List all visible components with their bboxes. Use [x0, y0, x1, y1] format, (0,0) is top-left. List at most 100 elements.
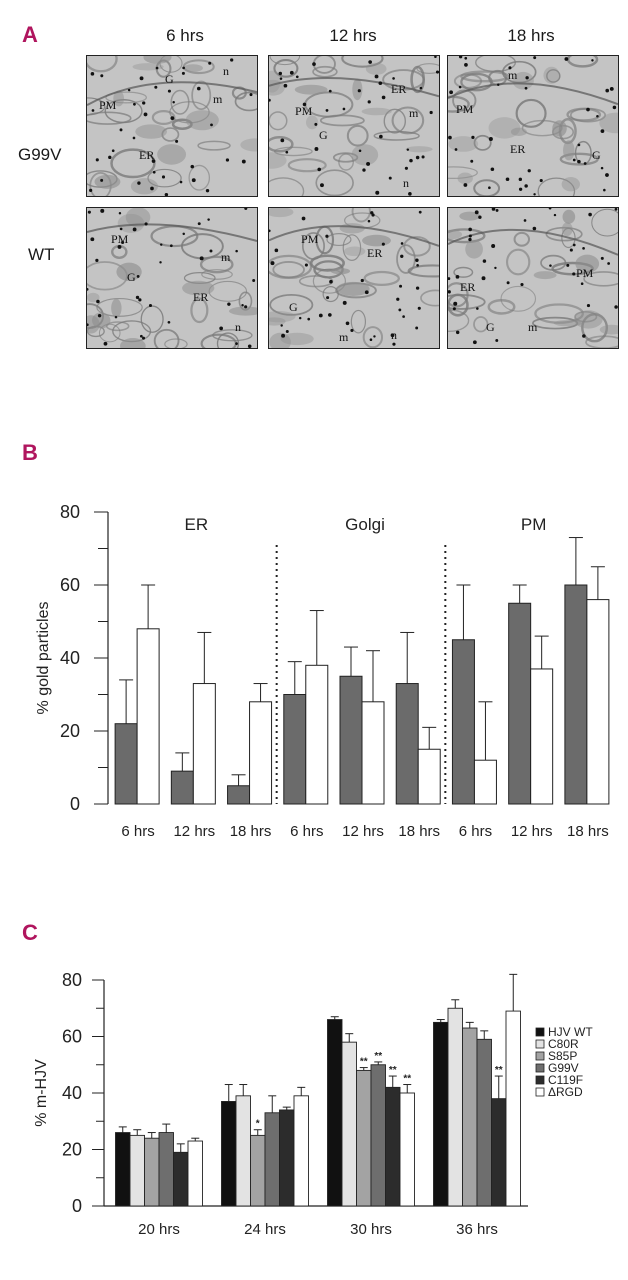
- legend-swatch: [535, 1027, 545, 1037]
- dense-region: [561, 222, 573, 237]
- gold-particle: [244, 208, 248, 210]
- gold-particle: [603, 188, 606, 192]
- bar-series-3: [370, 1064, 386, 1207]
- legend-label: G99V: [548, 1061, 579, 1075]
- gold-particle: [196, 86, 201, 91]
- gold-particle: [139, 76, 144, 81]
- panel-a-letter: A: [22, 22, 38, 47]
- legend-label: S85P: [548, 1049, 577, 1063]
- gold-particle: [244, 305, 248, 309]
- gold-particle: [119, 128, 123, 132]
- significance-mark: **: [360, 1057, 368, 1068]
- y-tick-label: 0: [72, 1196, 82, 1216]
- gold-particle: [533, 193, 536, 196]
- bar-series-2: [356, 1069, 372, 1207]
- gold-particle: [289, 70, 294, 75]
- gold-particle: [325, 234, 329, 238]
- organelle-shape: [87, 56, 118, 73]
- micrograph-label: PM: [111, 232, 129, 246]
- dense-region: [448, 229, 463, 240]
- gold-particle: [614, 305, 618, 309]
- dense-region: [269, 332, 291, 348]
- gold-particle: [235, 249, 238, 253]
- organelle-shape: [201, 269, 233, 280]
- gold-particle: [434, 56, 437, 58]
- gold-particle: [132, 136, 136, 140]
- micrograph-texture: [269, 56, 439, 196]
- gold-particle: [155, 66, 159, 70]
- dense-region: [305, 115, 319, 130]
- organelle-shape: [487, 298, 516, 315]
- dense-region: [269, 208, 294, 218]
- legend-swatch: [535, 1039, 545, 1049]
- dense-region: [117, 213, 145, 233]
- gold-particle: [139, 334, 143, 338]
- micrograph-label: m: [213, 92, 223, 106]
- gold-particle: [415, 326, 419, 330]
- organelle-shape: [545, 226, 583, 242]
- gold-particle: [399, 284, 403, 288]
- gold-particle: [400, 254, 404, 258]
- gold-particle: [152, 170, 156, 174]
- bar-series-0: [115, 1132, 131, 1207]
- gold-particle: [285, 330, 289, 334]
- gold-particle: [103, 341, 108, 346]
- x-tick-label: 6 hrs: [121, 823, 154, 840]
- organelle-shape: [315, 169, 354, 196]
- organelle-shape: [190, 297, 209, 324]
- gold-particle: [600, 256, 604, 260]
- organelle-shape: [382, 69, 425, 91]
- gold-particle: [358, 149, 362, 153]
- panel-c-letter: C: [22, 920, 38, 945]
- organelle-shape: [197, 140, 231, 151]
- gold-particle: [350, 328, 354, 333]
- dense-region: [510, 127, 527, 137]
- organelle-shape: [373, 130, 420, 141]
- dense-region: [116, 262, 142, 282]
- gold-particle: [274, 248, 279, 253]
- organelle-shape: [540, 254, 567, 271]
- gold-particle: [508, 66, 512, 70]
- bar-series-4: [385, 1086, 401, 1207]
- micrograph-label: PM: [576, 266, 594, 280]
- organelle-shape: [191, 80, 212, 111]
- gold-particle: [269, 98, 271, 102]
- dense-region: [113, 90, 125, 107]
- gold-particle: [417, 306, 421, 310]
- y-tick-label: 0: [70, 794, 80, 814]
- organelle-shape: [87, 97, 106, 116]
- organelle-shape: [363, 270, 401, 287]
- gold-particle: [150, 186, 154, 191]
- gold-particle: [406, 148, 410, 151]
- micrograph-r1-c3: PM m ER G: [447, 55, 619, 197]
- dense-region: [488, 117, 521, 139]
- organelle-shape: [452, 89, 477, 112]
- gold-particle: [314, 122, 318, 126]
- legend-label: HJV WT: [548, 1025, 593, 1039]
- micrograph-label: ER: [367, 246, 383, 260]
- legend-swatch: [535, 1051, 545, 1061]
- dense-region: [135, 124, 167, 139]
- organelle-shape: [269, 293, 314, 316]
- organelle-shape: [532, 316, 579, 330]
- gold-particle: [612, 105, 617, 110]
- bar-g99v: [564, 584, 588, 805]
- gold-particle: [506, 281, 510, 285]
- micrograph-label: G: [319, 128, 328, 142]
- dense-region: [125, 208, 151, 228]
- significance-mark: **: [374, 1051, 382, 1062]
- x-tick-label: 6 hrs: [459, 823, 492, 840]
- bar-wt: [136, 628, 160, 805]
- gold-particle: [448, 135, 452, 140]
- gold-particle: [605, 173, 609, 177]
- gold-particle: [494, 266, 497, 270]
- dense-region: [269, 70, 281, 93]
- gold-particle: [371, 213, 375, 217]
- gold-particle: [416, 264, 419, 267]
- dense-region: [361, 107, 392, 116]
- gold-particle: [367, 100, 371, 104]
- dense-region: [352, 78, 363, 101]
- gold-particle: [553, 213, 557, 217]
- gold-particle: [241, 304, 244, 307]
- organelle-shape: [420, 289, 439, 307]
